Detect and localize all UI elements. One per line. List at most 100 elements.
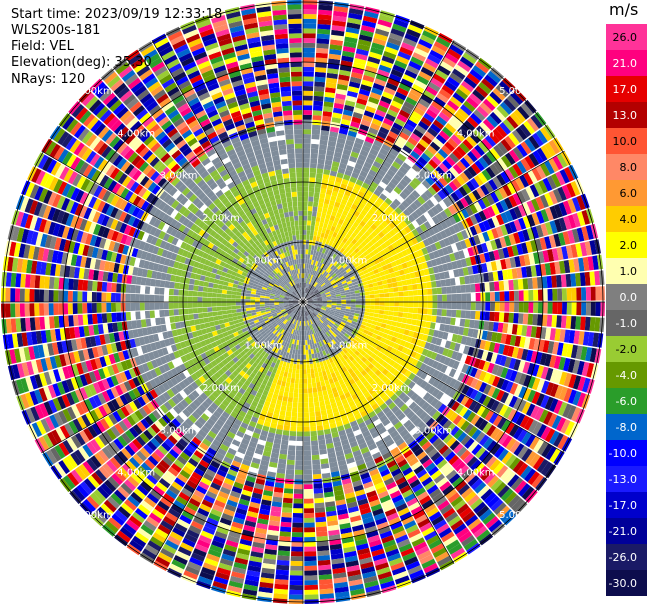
gate-cell [594, 317, 601, 332]
gate-cell [279, 385, 285, 392]
gate-cell [330, 361, 336, 368]
gate-cell [496, 377, 505, 389]
gate-cell [448, 378, 457, 388]
gate-cell [315, 347, 320, 353]
gate-cell [306, 325, 309, 331]
gate-cell [327, 388, 333, 395]
gate-cell [322, 344, 327, 351]
gate-cell [77, 303, 83, 314]
gate-cell [233, 481, 244, 490]
gate-cell [298, 340, 301, 346]
gate-cell [271, 501, 282, 508]
gate-cell [524, 468, 536, 483]
gate-cell [425, 431, 436, 441]
gate-cell [316, 331, 321, 337]
gate-cell [487, 475, 500, 488]
gate-cell [345, 306, 351, 310]
gate-cell [211, 297, 217, 302]
gate-cell [165, 539, 179, 551]
gate-cell [392, 316, 398, 322]
gate-cell [292, 402, 298, 408]
gate-cell [419, 340, 427, 348]
gate-cell [249, 555, 263, 563]
gate-cell [263, 352, 269, 359]
gate-cell [279, 449, 288, 455]
gate-cell [278, 375, 284, 381]
gate-cell [463, 538, 478, 551]
gate-cell [539, 352, 548, 366]
gate-cell [398, 302, 404, 307]
gate-cell [419, 424, 429, 434]
gate-cell [271, 447, 280, 454]
gate-cell [164, 309, 170, 317]
gate-cell [188, 497, 201, 508]
gate-cell [437, 555, 452, 567]
gate-cell [293, 489, 303, 495]
gate-cell [388, 464, 399, 473]
gate-cell [344, 333, 350, 338]
gate-cell [304, 311, 306, 317]
gate-cell [337, 334, 343, 340]
gate-cell [350, 307, 356, 310]
gate-cell [313, 367, 318, 374]
gate-cell [283, 371, 288, 378]
gate-cell [323, 314, 328, 318]
gate-cell [535, 326, 542, 339]
gate-cell [307, 303, 312, 306]
gate-cell [544, 353, 552, 367]
gate-cell [286, 321, 290, 327]
gate-cell [318, 331, 323, 337]
gate-cell [315, 316, 320, 321]
gate-cell [432, 378, 441, 388]
gate-cell [210, 482, 221, 491]
gate-cell [458, 464, 470, 476]
gate-cell [129, 539, 144, 552]
gate-cell [420, 371, 428, 380]
gate-cell [225, 419, 234, 427]
gate-cell [446, 332, 454, 341]
gate-cell [488, 321, 494, 332]
gate-cell [226, 499, 238, 508]
gate-cell [488, 519, 503, 533]
gate-cell [238, 398, 246, 406]
gate-cell [268, 366, 274, 373]
gate-cell [197, 429, 208, 438]
gate-cell [220, 427, 229, 435]
gate-cell [292, 407, 298, 413]
gate-cell [394, 409, 403, 418]
gate-cell [402, 467, 413, 477]
gate-cell [297, 325, 300, 331]
gate-cell [556, 417, 567, 432]
gate-cell [430, 397, 439, 408]
gate-cell [273, 438, 282, 445]
gate-cell [310, 307, 316, 311]
gate-cell [304, 546, 317, 552]
gate-cell [352, 480, 363, 488]
gate-cell [188, 427, 198, 437]
gate-cell [375, 422, 384, 431]
gate-cell [216, 495, 228, 504]
gate-cell [317, 434, 325, 441]
gate-cell [235, 391, 243, 399]
gate-cell [503, 406, 513, 419]
gate-cell [442, 484, 454, 496]
gate-cell [267, 432, 276, 439]
gate-cell [295, 450, 303, 456]
gate-cell [322, 334, 327, 340]
gate-cell [228, 530, 241, 539]
gate-cell [275, 369, 281, 375]
gate-cell [496, 417, 507, 430]
gate-cell [418, 354, 426, 363]
gate-cell [244, 520, 257, 528]
gate-cell [289, 363, 294, 369]
gate-cell [484, 410, 495, 422]
gate-cell [303, 306, 305, 312]
gate-cell [527, 376, 536, 389]
gate-cell [281, 434, 289, 441]
gate-cell [212, 410, 222, 419]
gate-cell [361, 398, 369, 406]
gate-cell [312, 312, 317, 317]
gate-cell [197, 291, 203, 297]
gate-cell [237, 380, 244, 388]
gate-cell [349, 440, 358, 448]
